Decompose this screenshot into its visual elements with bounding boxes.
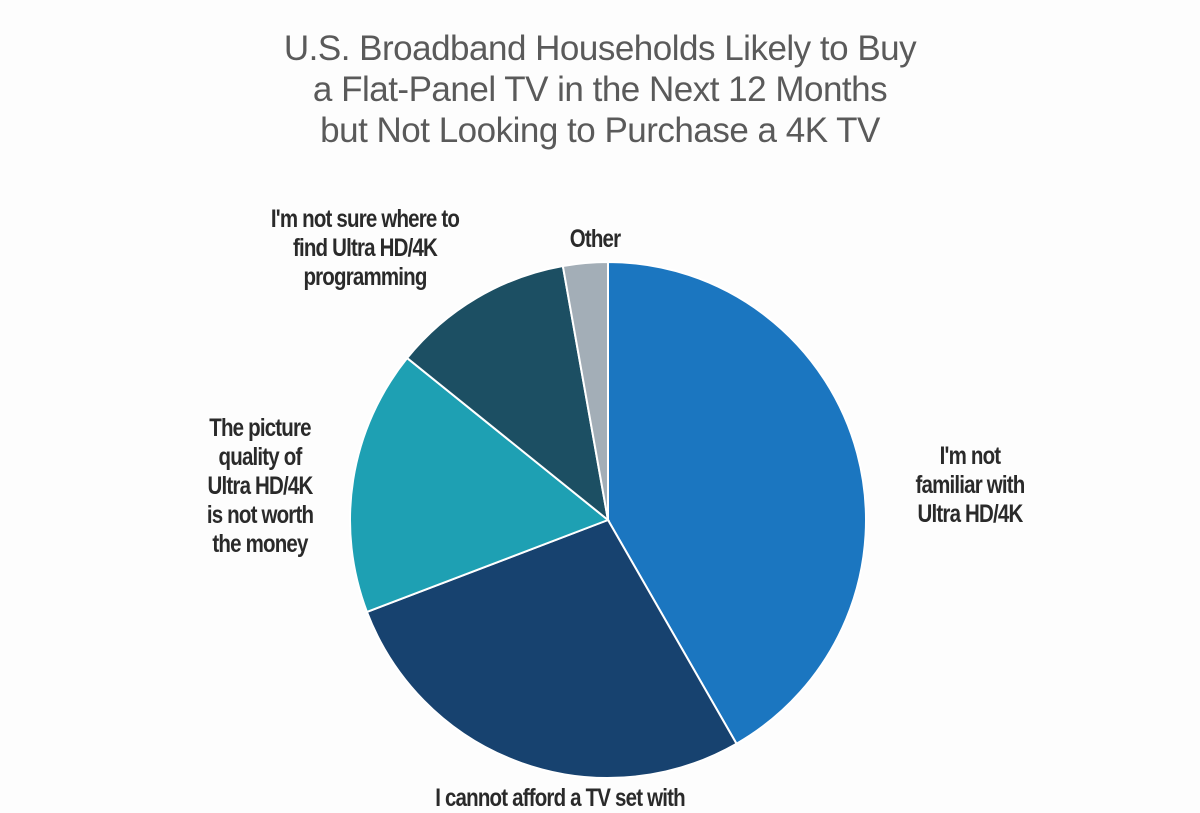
pie-slice-1 (365, 518, 738, 779)
chart-title: U.S. Broadband Households Likely to Buy … (0, 28, 1200, 151)
pie-slice-0 (607, 260, 867, 746)
label-not-familiar: I'm not familiar with Ultra HD/4K (915, 442, 1026, 528)
title-line: a Flat-Panel TV in the Next 12 Months (312, 70, 888, 109)
pie-slice-3 (405, 264, 610, 523)
label-not-sure: I'm not sure where to find Ultra HD/4K p… (270, 205, 460, 291)
pie-slice-2 (349, 356, 610, 614)
title-line: but Not Looking to Purchase a 4K TV (320, 111, 880, 150)
title-line: U.S. Broadband Households Likely to Buy (283, 29, 917, 68)
label-other: Other (569, 225, 621, 253)
label-cannot-afford: I cannot afford a TV set with (435, 784, 685, 812)
pie-slice-4 (561, 260, 609, 521)
label-picture-quality: The picture quality of Ultra HD/4K is no… (206, 414, 314, 558)
